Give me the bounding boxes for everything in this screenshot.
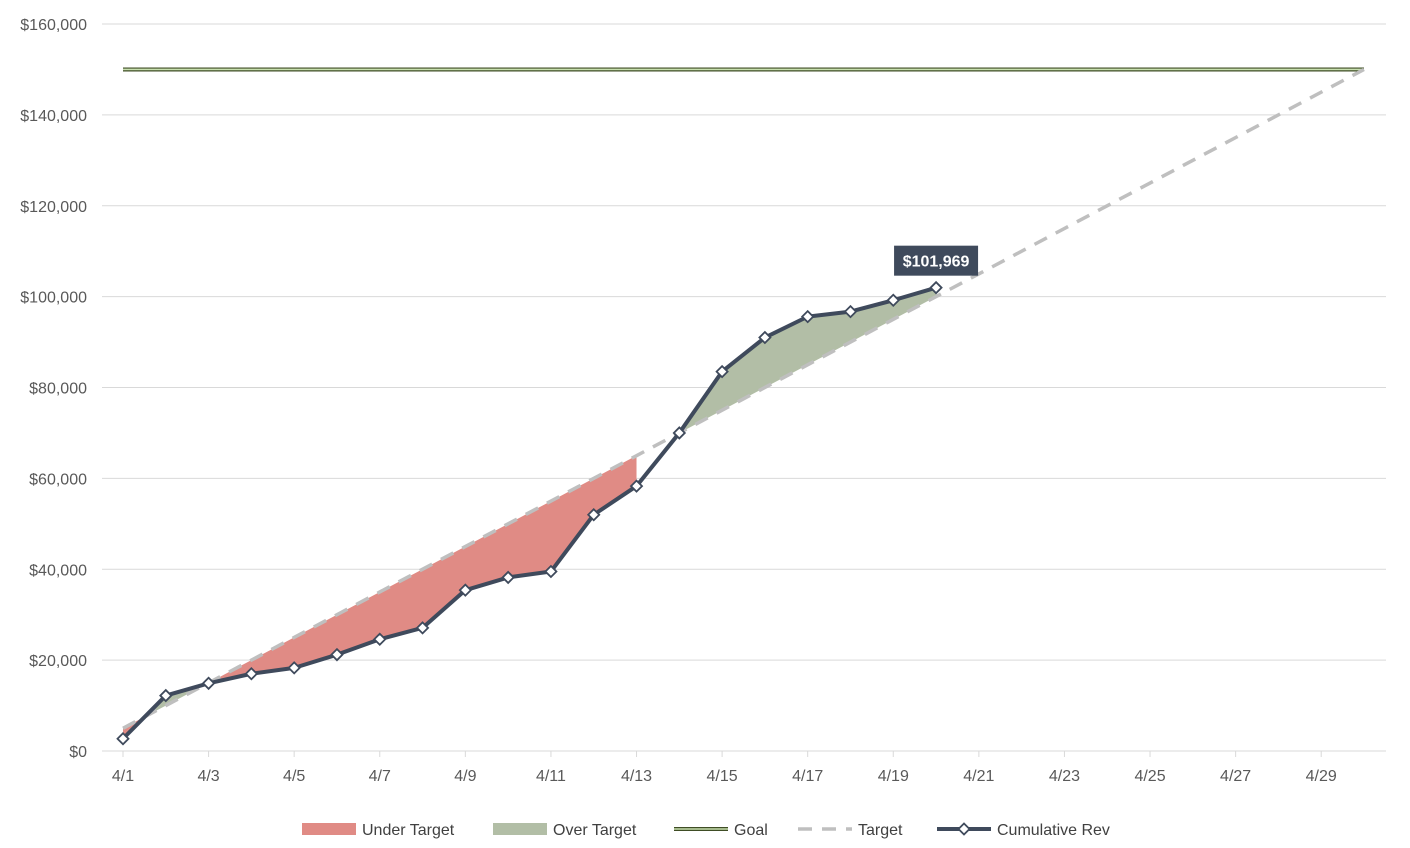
x-axis: 4/1 4/3 4/5 4/7 4/9 4/11 4/13 4/15 4/17 4/19 4/21 4… — [112, 751, 1337, 785]
y-tick-label: $60,000 — [29, 471, 87, 488]
x-tick-label: 4/23 — [1049, 768, 1080, 785]
legend-label-over-target: Over Target — [553, 822, 637, 839]
cumulative-rev-point — [501, 570, 515, 585]
over-target-area — [679, 287, 937, 433]
callout-box — [894, 245, 979, 276]
series-lines — [121, 67, 1365, 741]
y-tick-label: $140,000 — [20, 108, 87, 125]
legend-swatch-over-target — [493, 823, 547, 835]
x-tick-label: 4/5 — [283, 768, 305, 785]
cumulative-rev-point — [458, 583, 473, 597]
cumulative-rev-point — [544, 564, 558, 579]
x-tick-label: 4/7 — [369, 768, 391, 785]
x-tick-label: 4/11 — [536, 768, 566, 785]
cumulative-rev-point — [159, 688, 173, 703]
cumulative-rev-point — [672, 426, 687, 440]
y-tick-label: $0 — [69, 744, 87, 761]
latest-value-callout: $101,969 — [894, 245, 979, 276]
legend-label-cumulative: Cumulative Rev — [997, 822, 1110, 839]
cumulative-rev-point — [372, 632, 387, 646]
cumulative-rev-point — [715, 364, 729, 379]
cumulative-rev-point — [886, 293, 901, 308]
x-tick-label: 4/1 — [112, 768, 134, 785]
cumulative-rev-point — [929, 280, 943, 295]
x-tick-label: 4/27 — [1220, 768, 1251, 785]
legend-label-goal: Goal — [734, 822, 768, 839]
legend-swatch-cumulative-marker — [957, 822, 971, 836]
x-tick-label: 4/29 — [1306, 768, 1337, 785]
cumulative-rev-point — [201, 676, 216, 691]
x-tick-label: 4/9 — [454, 768, 476, 785]
y-tick-label: $120,000 — [20, 199, 87, 216]
cumulative-rev-point — [244, 666, 259, 681]
x-tick-label: 4/19 — [878, 768, 909, 785]
target-line — [122, 67, 1365, 730]
x-tick-label: 4/13 — [621, 768, 652, 785]
y-tick-label: $160,000 — [20, 17, 87, 34]
legend-label-under-target: Under Target — [362, 822, 455, 839]
y-axis: $0 $20,000 $40,000 $60,000 $80,000 $100,000 $1… — [20, 17, 87, 761]
cumulative-rev-point — [629, 479, 644, 493]
cumulative-rev-point — [415, 621, 430, 635]
cumulative-rev-line — [121, 285, 937, 741]
cumulative-rev-point — [287, 661, 301, 675]
x-tick-label: 4/21 — [963, 768, 994, 785]
cumulative-rev-point — [586, 507, 601, 522]
y-tick-label: $80,000 — [29, 381, 87, 398]
legend-label-target: Target — [858, 822, 903, 839]
cumulative-rev-point — [330, 647, 344, 662]
cumulative-markers — [116, 280, 943, 746]
cumulative-rev-point — [116, 731, 130, 746]
y-tick-label: $20,000 — [29, 653, 87, 670]
x-tick-label: 4/25 — [1134, 768, 1165, 785]
x-tick-label: 4/17 — [792, 768, 823, 785]
callout-value: $101,969 — [903, 254, 970, 271]
y-tick-label: $100,000 — [20, 290, 87, 307]
x-tick-label: 4/3 — [197, 768, 219, 785]
x-tick-label: 4/15 — [707, 768, 738, 785]
legend: Under Target Over Target Goal Target Cumulat… — [302, 822, 1110, 839]
cumulative-rev-point — [800, 309, 815, 324]
y-tick-label: $40,000 — [29, 562, 87, 579]
legend-swatch-under-target — [302, 823, 356, 835]
cumulative-rev-point — [758, 330, 772, 345]
cumulative-rev-point — [843, 304, 858, 319]
